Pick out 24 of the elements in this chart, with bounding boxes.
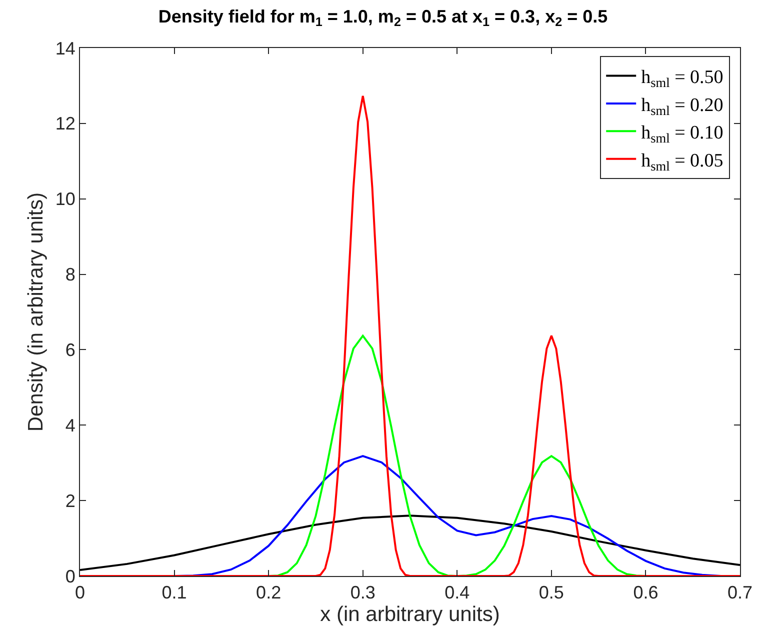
x-tick-label: 0.6 xyxy=(633,582,658,603)
y-tick-label: 2 xyxy=(65,490,76,511)
legend-label: h$_{sml}$ = 0.05 xyxy=(641,150,724,174)
x-tick-label: 0.4 xyxy=(444,582,470,603)
x-tick-label: 0.2 xyxy=(256,582,282,603)
y-tick-label: 10 xyxy=(55,189,76,210)
line-series xyxy=(80,514,740,571)
y-tick-label: 6 xyxy=(65,340,76,360)
y-tick-label: 0 xyxy=(65,566,76,586)
legend-label: h$_{sml}$ = 0.10 xyxy=(641,122,724,146)
y-tick-label: 12 xyxy=(55,114,76,134)
x-axis-title: x (in arbitrary units) xyxy=(320,602,500,626)
legend-label: h$_{sml}$ = 0.20 xyxy=(641,94,724,118)
x-tick-label: 0.7 xyxy=(727,582,753,603)
chart-title: Density field for m$_{1}$ = 1.0, m$_{2}$ = 0.5 at x$_{1}$ = 0.3, x$_{2}$ = 0.5 xyxy=(158,6,608,30)
y-tick-label: 14 xyxy=(55,38,76,58)
x-tick-label: 0.3 xyxy=(350,582,376,603)
y-tick-label: 4 xyxy=(65,415,76,436)
x-tick-label: 0.1 xyxy=(162,582,187,603)
x-tick-label: 0.5 xyxy=(538,582,564,603)
y-axis-title: Density (in arbitrary units) xyxy=(24,192,48,432)
line-series xyxy=(80,94,740,576)
legend-label: h$_{sml}$ = 0.50 xyxy=(641,67,724,90)
y-tick-label: 8 xyxy=(65,264,76,285)
